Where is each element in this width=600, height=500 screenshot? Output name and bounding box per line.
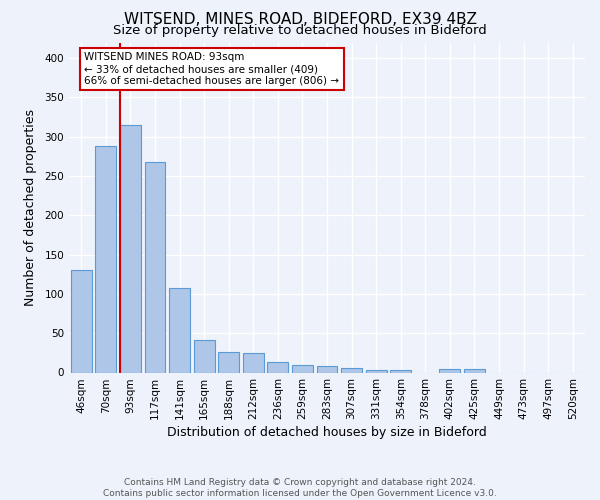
- Bar: [71, 270, 92, 372]
- Text: WITSEND, MINES ROAD, BIDEFORD, EX39 4BZ: WITSEND, MINES ROAD, BIDEFORD, EX39 4BZ: [124, 12, 476, 26]
- Bar: [390, 370, 411, 372]
- X-axis label: Distribution of detached houses by size in Bideford: Distribution of detached houses by size …: [167, 426, 487, 440]
- Bar: [317, 366, 337, 372]
- Bar: [218, 352, 239, 372]
- Text: Contains HM Land Registry data © Crown copyright and database right 2024.
Contai: Contains HM Land Registry data © Crown c…: [103, 478, 497, 498]
- Bar: [120, 125, 141, 372]
- Bar: [169, 288, 190, 372]
- Bar: [365, 370, 386, 372]
- Y-axis label: Number of detached properties: Number of detached properties: [25, 109, 37, 306]
- Text: WITSEND MINES ROAD: 93sqm
← 33% of detached houses are smaller (409)
66% of semi: WITSEND MINES ROAD: 93sqm ← 33% of detac…: [85, 52, 340, 86]
- Bar: [268, 362, 289, 372]
- Bar: [292, 364, 313, 372]
- Bar: [194, 340, 215, 372]
- Bar: [464, 370, 485, 372]
- Bar: [243, 353, 264, 372]
- Text: Size of property relative to detached houses in Bideford: Size of property relative to detached ho…: [113, 24, 487, 37]
- Bar: [145, 162, 166, 372]
- Bar: [341, 368, 362, 372]
- Bar: [439, 370, 460, 372]
- Bar: [95, 146, 116, 372]
